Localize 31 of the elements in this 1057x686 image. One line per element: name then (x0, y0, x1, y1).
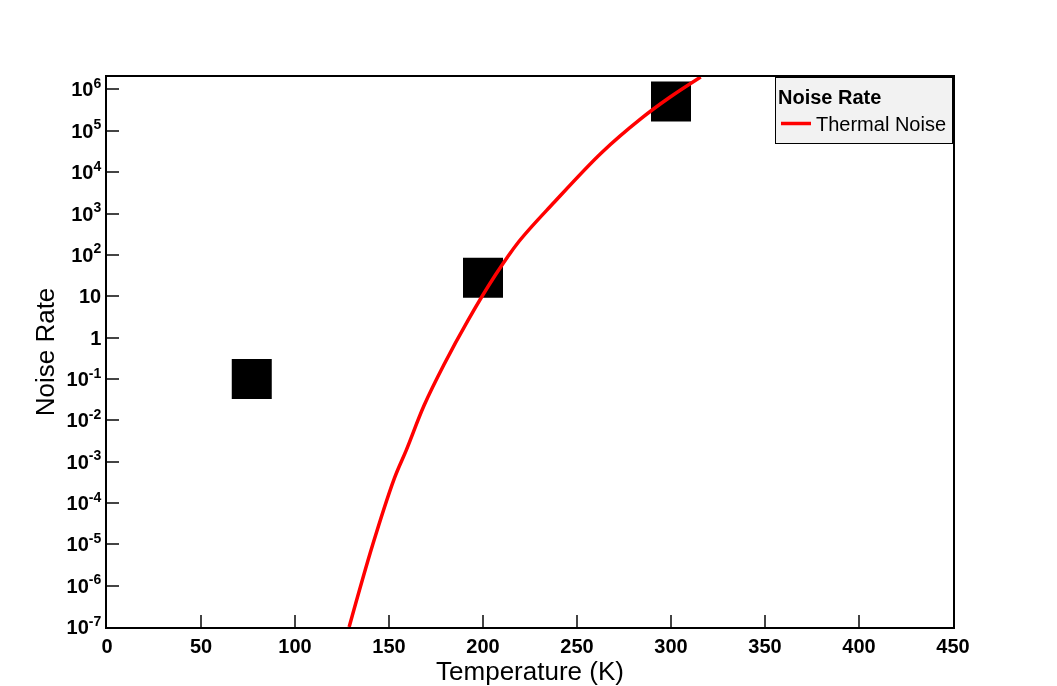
x-axis-title: Temperature (K) (436, 656, 624, 686)
y-tick-label: 10$^{3}$ (71, 199, 102, 225)
y-tick-label: 10$^{-5}$ (66, 529, 102, 556)
legend-title: Noise Rate (778, 86, 882, 108)
x-tick-label: 200 (466, 634, 500, 657)
y-tick-label: 10$^{4}$ (71, 157, 102, 184)
point (463, 257, 503, 298)
y-tick-label: 1 (90, 326, 102, 349)
y-tick-label: 10$^{5}$ (71, 116, 102, 142)
y-tick-label: 10$^{-6}$ (66, 571, 102, 597)
x-tick-label: 450 (936, 634, 970, 657)
y-tick-label: 10$^{-4}$ (66, 488, 102, 514)
y-tick-label: 10$^{-2}$ (66, 405, 102, 432)
point (231, 358, 272, 399)
x-tick-label: 50 (189, 634, 213, 657)
y-tick-label: 10$^{6}$ (71, 75, 102, 101)
x-tick-label: 400 (842, 634, 876, 657)
x-tick-label: 150 (372, 634, 406, 657)
x-tick-label: 0 (101, 634, 113, 657)
x-tick-label: 350 (748, 634, 782, 657)
legend-label: Thermal Noise (816, 113, 947, 136)
y-tick-label: 10$^{-1}$ (66, 364, 102, 390)
x-tick-label: 100 (278, 634, 312, 657)
y-tick-label: 10 (79, 285, 102, 308)
x-tick-label: 250 (560, 634, 594, 657)
y-axis-title: Noise Rate (30, 287, 61, 417)
y-tick-label: 10$^{-7}$ (66, 612, 102, 638)
y-tick-label: 10$^{-3}$ (66, 447, 102, 473)
x-tick-label: 300 (654, 634, 688, 657)
y-tick-label: 10$^{2}$ (71, 240, 102, 266)
line-series (347, 77, 703, 627)
